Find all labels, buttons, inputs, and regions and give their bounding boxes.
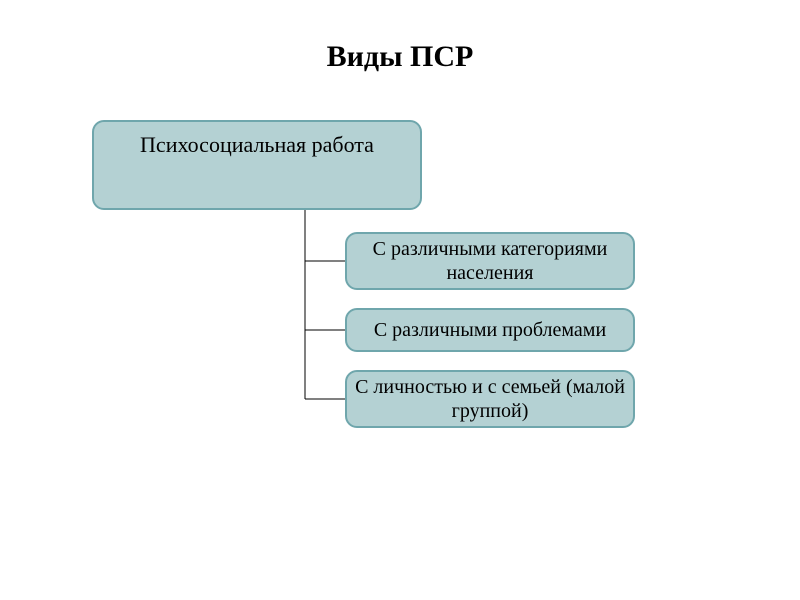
diagram-title: Виды ПСР [0,40,800,74]
node-label: С личностью и с семьей (малой группой) [347,375,633,423]
node-label: С различными категориями населения [347,237,633,285]
connector-lines [0,0,800,600]
node-root: Психосоциальная работа [92,120,422,210]
node-child1: С различными категориями населения [345,232,635,290]
node-label: С различными проблемами [374,318,606,342]
node-child3: С личностью и с семьей (малой группой) [345,370,635,428]
node-child2: С различными проблемами [345,308,635,352]
node-label: Психосоциальная работа [140,132,374,158]
